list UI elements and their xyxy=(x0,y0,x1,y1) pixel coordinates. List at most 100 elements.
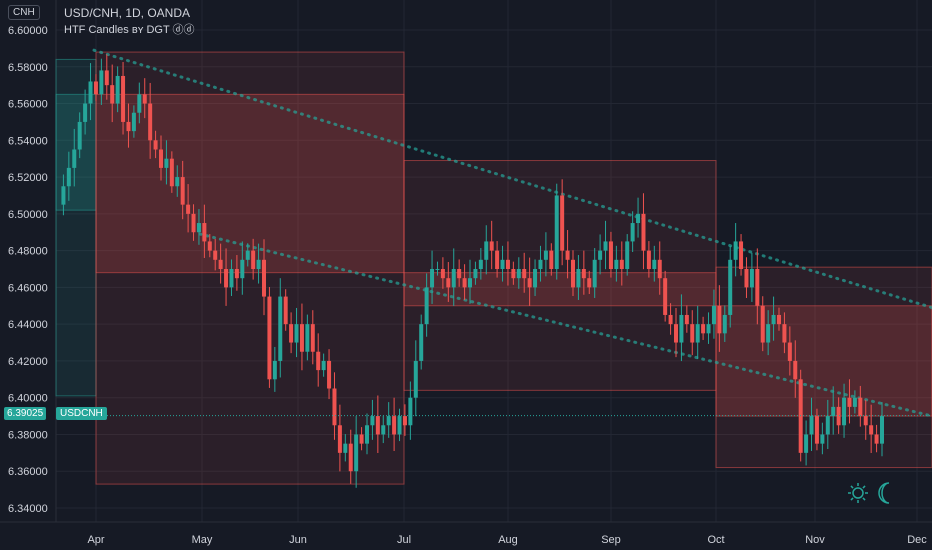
candle-body xyxy=(755,269,760,306)
candle-body xyxy=(180,177,185,205)
candle-body xyxy=(880,416,884,444)
candle-body xyxy=(711,305,716,325)
candle-body xyxy=(375,416,380,435)
candle-body xyxy=(641,213,646,251)
candle-body xyxy=(283,296,288,325)
indicator-label[interactable]: HTF Candles ʙʏ DGT ⓓⓓ xyxy=(64,24,195,36)
candle-body xyxy=(207,241,212,251)
candle-body xyxy=(668,314,673,325)
candle-body xyxy=(804,434,809,453)
candle-body xyxy=(348,443,353,472)
candle-body xyxy=(468,278,472,288)
y-tick-label: 6.60000 xyxy=(8,25,48,37)
candle-body xyxy=(126,121,131,132)
x-tick-label: Oct xyxy=(707,534,724,546)
candle-body xyxy=(614,259,619,269)
candle-body xyxy=(636,213,641,224)
candle-body xyxy=(137,94,142,113)
candle-body xyxy=(554,195,559,269)
candle-body xyxy=(359,434,364,444)
candle-body xyxy=(489,241,494,251)
candle-body xyxy=(413,360,418,398)
candle-body xyxy=(397,416,402,435)
y-tick-label: 6.52000 xyxy=(8,172,48,184)
candle-body xyxy=(728,259,733,315)
candle-body xyxy=(771,314,776,325)
candle-body xyxy=(608,241,613,269)
candle-body xyxy=(571,259,575,288)
candle-body xyxy=(684,314,689,325)
x-tick-label: Apr xyxy=(87,534,104,546)
candle-body xyxy=(267,296,272,380)
candle-body xyxy=(424,287,429,325)
candle-body xyxy=(229,269,234,288)
candle-body xyxy=(630,223,635,242)
candle-body xyxy=(793,360,798,380)
htf-candle-range xyxy=(55,58,97,397)
y-tick-label: 6.50000 xyxy=(8,209,48,221)
htf-candle-range xyxy=(403,160,717,391)
candle-body xyxy=(343,443,348,453)
y-tick-label: 6.34000 xyxy=(8,503,48,515)
candle-body xyxy=(402,416,407,426)
candle-body xyxy=(289,324,294,343)
candle-body xyxy=(61,186,66,205)
candle-body xyxy=(278,296,283,361)
candle-body xyxy=(99,70,104,95)
candle-body xyxy=(538,259,543,269)
candle-body xyxy=(337,425,342,453)
candle-body xyxy=(354,434,359,472)
x-tick-label: Aug xyxy=(498,534,518,546)
candle-body xyxy=(104,70,109,86)
candle-body xyxy=(549,250,554,269)
candle-body xyxy=(814,416,819,444)
moon-icon[interactable] xyxy=(878,482,890,504)
candle-body xyxy=(234,269,239,279)
candle-body xyxy=(701,324,706,334)
y-tick-label: 6.38000 xyxy=(8,429,48,441)
candle-body xyxy=(744,269,749,288)
candle-body xyxy=(576,269,581,288)
x-tick-label: Sep xyxy=(601,534,621,546)
candle-body xyxy=(657,259,662,279)
current-price-tag: 6.39025 xyxy=(4,407,47,420)
candle-body xyxy=(869,425,874,435)
candle-body xyxy=(153,140,158,150)
candle-body xyxy=(305,324,310,352)
candle-body xyxy=(88,81,93,104)
candle-body xyxy=(218,259,223,269)
candle-body xyxy=(159,149,163,168)
y-tick-label: 6.58000 xyxy=(8,62,48,74)
candle-body xyxy=(717,305,722,334)
symbol-box[interactable]: CNH xyxy=(8,5,40,20)
candle-body xyxy=(272,360,277,380)
candle-body xyxy=(93,81,98,95)
candle-body xyxy=(603,241,608,251)
candle-body xyxy=(256,259,261,269)
candle-body xyxy=(392,416,397,435)
candle-body xyxy=(831,406,836,417)
candle-body xyxy=(175,177,180,187)
htf-candle-body xyxy=(95,93,405,274)
candle-body xyxy=(321,360,326,371)
candle-body xyxy=(365,425,369,444)
candle-body xyxy=(77,121,82,150)
candle-body xyxy=(836,406,841,426)
htf-candle-body xyxy=(403,272,717,307)
candle-body xyxy=(164,158,169,168)
candle-body xyxy=(690,324,695,343)
candle-body xyxy=(565,250,570,260)
candle-body xyxy=(446,278,451,288)
candle-body xyxy=(733,241,738,260)
chart-title: USD/CNH, 1D, OANDA xyxy=(64,6,191,20)
y-tick-label: 6.40000 xyxy=(8,393,48,405)
candle-body xyxy=(852,397,857,407)
candle-body xyxy=(370,416,375,426)
candle-body xyxy=(440,269,445,279)
candle-body xyxy=(310,324,315,352)
candle-body xyxy=(674,324,678,343)
candle-body xyxy=(142,94,147,104)
candle-body xyxy=(451,269,456,288)
sun-icon[interactable] xyxy=(848,483,868,503)
